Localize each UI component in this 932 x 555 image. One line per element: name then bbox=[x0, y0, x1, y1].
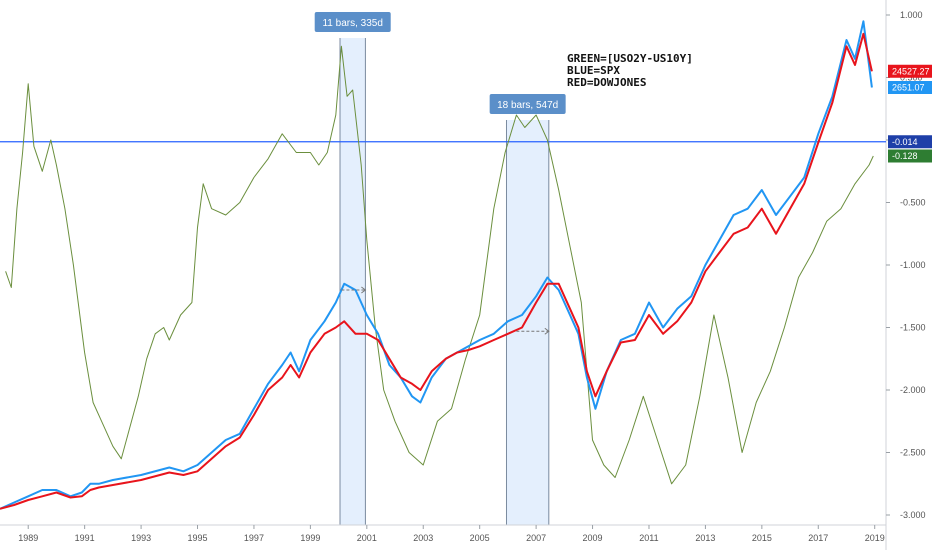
y-tick-label: -1.500 bbox=[900, 323, 926, 333]
y-tick-label: -1.000 bbox=[900, 260, 926, 270]
range-arrow-head bbox=[361, 286, 367, 294]
price-label-layer: 24527.27 2651.07 -0.014 -0.128 bbox=[888, 64, 932, 163]
x-tick-label: 2001 bbox=[357, 533, 377, 543]
y-tick-label: 1.000 bbox=[900, 10, 923, 20]
price-label: -0.128 bbox=[892, 151, 918, 161]
series-line-green bbox=[5, 45, 874, 485]
x-tick-label: 2005 bbox=[470, 533, 490, 543]
x-tick-label: 2019 bbox=[865, 533, 885, 543]
legend-line: RED=DOWJONES bbox=[567, 76, 646, 89]
range-arrow-head bbox=[544, 327, 550, 335]
series-line-blue bbox=[0, 20, 873, 510]
x-tick-label: 2013 bbox=[695, 533, 715, 543]
x-tick-label: 2011 bbox=[639, 533, 658, 543]
x-tick-label: 1999 bbox=[300, 533, 320, 543]
x-tick-label: 2017 bbox=[808, 533, 828, 543]
date-range-label-box bbox=[489, 94, 566, 114]
x-tick-label: 2003 bbox=[413, 533, 433, 543]
y-tick-label: -3.000 bbox=[900, 510, 926, 520]
x-tick-label: 2009 bbox=[583, 533, 603, 543]
date-range-band bbox=[506, 120, 549, 525]
x-tick-label: 1995 bbox=[188, 533, 208, 543]
price-label-box bbox=[888, 149, 932, 163]
price-label-box bbox=[888, 64, 932, 78]
date-range-label: 11 bars, 335d bbox=[322, 18, 382, 29]
legend-line: BLUE=SPX bbox=[567, 64, 620, 77]
y-tick-label: -2.500 bbox=[900, 448, 926, 458]
series-line-red bbox=[0, 32, 873, 510]
date-range-layer: 11 bars, 335d 18 bars, 547d bbox=[314, 12, 566, 525]
x-tick-label: 2007 bbox=[526, 533, 546, 543]
price-label: 2651.07 bbox=[892, 83, 925, 93]
price-label: 24527.27 bbox=[892, 66, 930, 76]
y-tick-label: -0.500 bbox=[900, 198, 926, 208]
x-tick-label: 1997 bbox=[244, 533, 264, 543]
price-label-box bbox=[888, 135, 932, 149]
arrow-layer bbox=[341, 286, 550, 335]
price-label-box bbox=[888, 81, 932, 94]
x-tick-label: 1989 bbox=[18, 533, 38, 543]
price-label: -0.014 bbox=[892, 137, 918, 147]
x-tick-label: 1993 bbox=[131, 533, 151, 543]
x-tick-label: 2015 bbox=[752, 533, 772, 543]
series-layer bbox=[0, 20, 874, 510]
date-range-label: 18 bars, 547d bbox=[497, 100, 558, 111]
x-tick-label: 1991 bbox=[75, 533, 95, 543]
date-range-label-box bbox=[314, 12, 391, 32]
legend-line: GREEN=[USO2Y-US10Y] bbox=[567, 52, 693, 65]
y-tick-label: -2.000 bbox=[900, 385, 926, 395]
date-range-band bbox=[340, 38, 366, 525]
